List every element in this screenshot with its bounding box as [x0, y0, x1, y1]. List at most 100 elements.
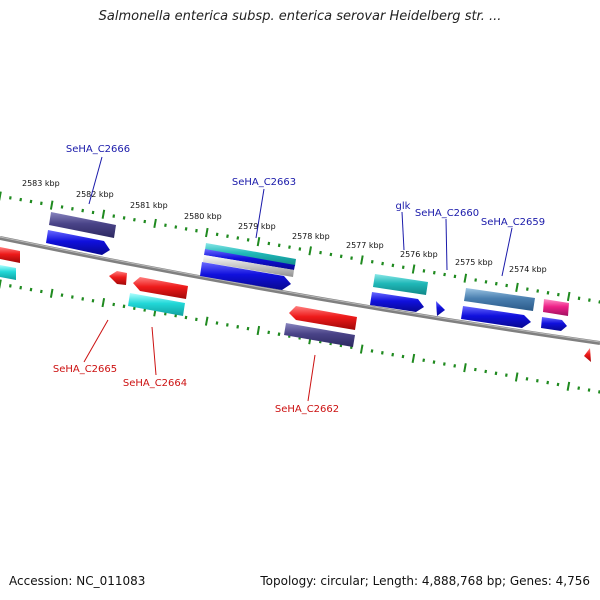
- feature-cyan-c2664: [128, 293, 185, 316]
- minor-tick: [298, 247, 302, 251]
- cds-reverse-right-edge[interactable]: [584, 348, 591, 362]
- minor-tick: [267, 241, 271, 246]
- minor-tick: [29, 287, 33, 292]
- minor-tick: [432, 270, 436, 275]
- minor-tick: [236, 324, 240, 329]
- kbp-label: 2583 kbp: [22, 179, 60, 188]
- minor-tick: [60, 205, 64, 209]
- feature-teal-c2663: [205, 243, 296, 266]
- major-tick: [0, 279, 2, 289]
- gene-label-c2663[interactable]: SeHA_C2663: [232, 177, 296, 188]
- genome-backbone-highlight: [0, 236, 600, 343]
- minor-tick: [370, 260, 374, 264]
- gene-label-c2662[interactable]: SeHA_C2662: [275, 404, 339, 415]
- major-tick: [359, 344, 364, 354]
- cds-forward-c2659[interactable]: [461, 306, 531, 328]
- minor-tick: [246, 238, 250, 242]
- cds-forward-right[interactable]: [541, 317, 567, 331]
- minor-tick: [319, 250, 322, 255]
- minor-tick: [40, 201, 43, 206]
- major-tick: [463, 363, 467, 373]
- minor-tick: [391, 352, 395, 357]
- minor-tick: [526, 287, 529, 291]
- minor-tick: [91, 210, 95, 215]
- cds-reverse-c2664[interactable]: [133, 277, 188, 299]
- minor-tick: [29, 199, 33, 204]
- genome-summary-text: Topology: circular; Length: 4,888,768 bp…: [260, 574, 590, 588]
- minor-tick: [556, 382, 560, 387]
- cds-reverse-c2665[interactable]: [109, 271, 127, 285]
- minor-tick: [215, 232, 219, 237]
- minor-tick: [143, 219, 147, 224]
- leader-c2660: [445, 218, 448, 271]
- feature-purple-c2662: [284, 323, 355, 347]
- leader-c2665: [83, 319, 109, 363]
- minor-tick: [484, 280, 488, 284]
- kbp-label: 2574 kbp: [509, 265, 547, 274]
- minor-tick: [40, 289, 43, 294]
- minor-tick: [60, 293, 64, 297]
- features: [0, 212, 591, 362]
- gene-label-c2664[interactable]: SeHA_C2664: [123, 378, 187, 389]
- minor-tick: [587, 388, 591, 392]
- leader-c2664: [151, 326, 157, 376]
- minor-tick: [215, 321, 219, 325]
- minor-tick: [453, 274, 457, 279]
- gene-label-c2666[interactable]: SeHA_C2666: [66, 144, 130, 155]
- minor-tick: [546, 380, 550, 385]
- major-tick: [49, 288, 54, 298]
- minor-tick: [122, 304, 126, 309]
- leader-c2662: [307, 354, 316, 402]
- minor-tick: [370, 349, 374, 353]
- accession-text: Accession: NC_011083: [9, 574, 146, 588]
- kbp-label: 2575 kbp: [455, 258, 493, 267]
- minor-tick: [164, 223, 167, 227]
- minor-tick: [277, 332, 281, 337]
- major-tick: [101, 209, 106, 219]
- minor-tick: [195, 317, 198, 322]
- genome-backbone: [0, 236, 600, 345]
- minor-tick: [453, 364, 457, 368]
- major-tick: [515, 282, 519, 292]
- gene-label-c2659[interactable]: SeHA_C2659: [481, 217, 545, 228]
- minor-tick: [536, 379, 539, 383]
- major-tick: [0, 191, 2, 201]
- minor-tick: [536, 289, 540, 293]
- minor-tick: [577, 296, 581, 301]
- gene-label-c2665[interactable]: SeHA_C2665: [53, 364, 117, 375]
- leader-c2659: [501, 227, 513, 277]
- major-tick: [411, 264, 416, 274]
- leader-c2666: [88, 156, 103, 205]
- minor-tick: [350, 256, 353, 260]
- minor-tick: [474, 278, 477, 282]
- major-tick: [49, 200, 54, 210]
- major-tick: [256, 237, 261, 247]
- major-tick: [256, 325, 261, 336]
- leader-c2663: [255, 188, 265, 239]
- minor-tick: [432, 360, 436, 364]
- feature-red-left-edge: [0, 247, 20, 263]
- kbp-label: 2578 kbp: [292, 232, 330, 241]
- minor-tick: [484, 369, 488, 374]
- gene-label-glk[interactable]: glk: [396, 201, 411, 212]
- cds-forward-small[interactable]: [436, 301, 445, 316]
- cds-forward-glk[interactable]: [370, 292, 424, 312]
- minor-tick: [81, 297, 85, 301]
- major-tick: [101, 298, 106, 308]
- minor-tick: [184, 315, 188, 320]
- gene-label-c2660[interactable]: SeHA_C2660: [415, 208, 479, 219]
- minor-tick: [505, 283, 508, 288]
- map-title: Salmonella enterica subsp. enterica sero…: [98, 9, 502, 24]
- major-tick: [360, 255, 364, 265]
- minor-tick: [71, 206, 74, 211]
- cds-forward-c2663[interactable]: [200, 262, 291, 290]
- cds-forward-c2666[interactable]: [46, 230, 110, 255]
- kbp-label: 2581 kbp: [130, 201, 168, 210]
- feature-teal-glk: [373, 274, 428, 295]
- cds-reverse-c2662[interactable]: [289, 306, 357, 330]
- minor-tick: [494, 281, 498, 286]
- feature-gray-stripe-c2663: [203, 255, 294, 277]
- kbp-label: 2580 kbp: [184, 212, 222, 221]
- minor-tick: [267, 330, 271, 335]
